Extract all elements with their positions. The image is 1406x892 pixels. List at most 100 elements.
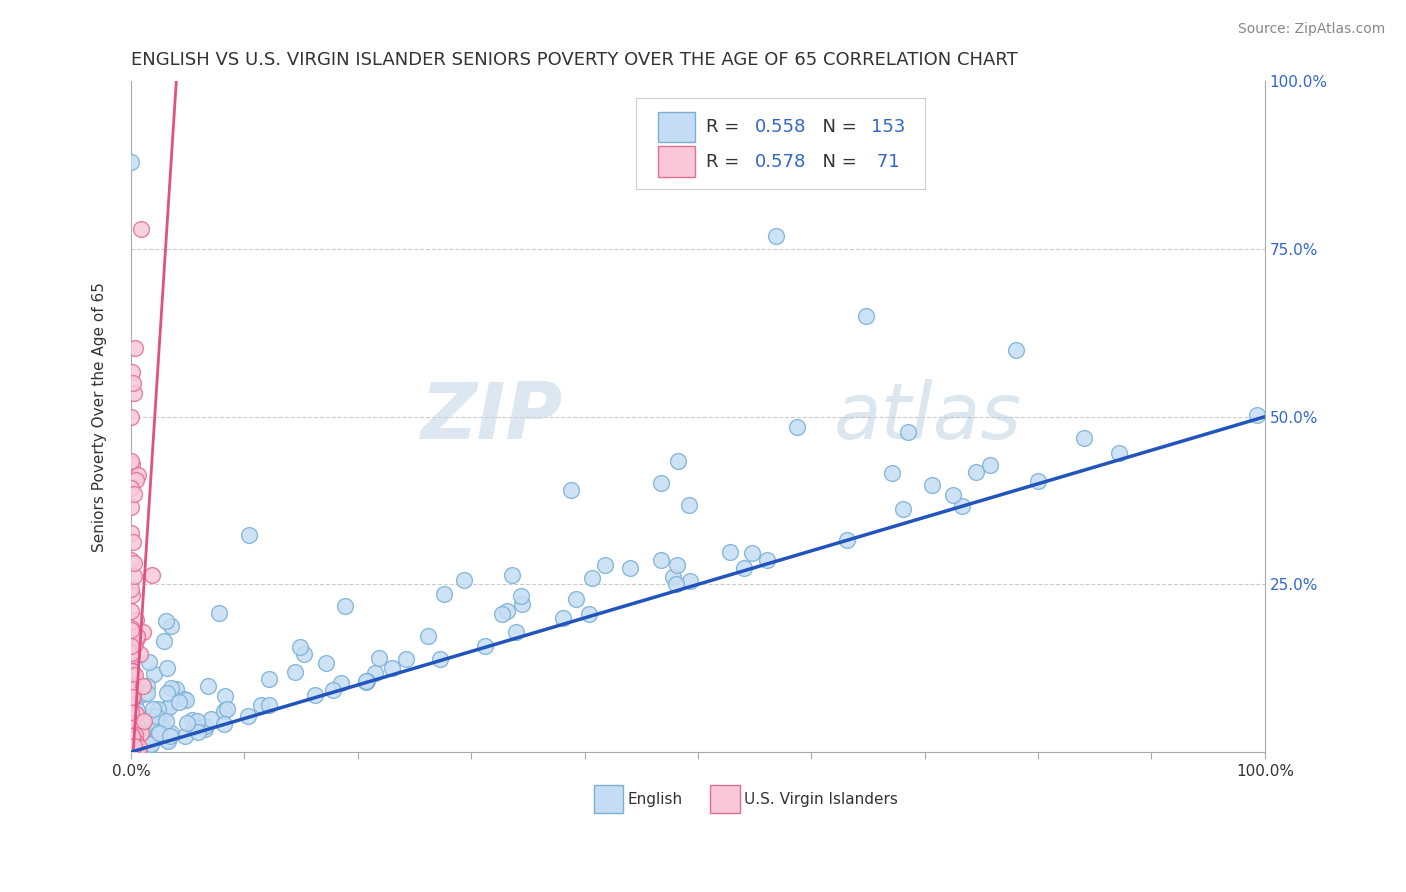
Point	[250, 698, 273, 713]
Point	[132, 679, 155, 693]
Point	[891, 501, 914, 516]
Point	[142, 702, 165, 716]
Point	[120, 744, 142, 758]
Point	[122, 739, 145, 754]
Point	[128, 741, 150, 756]
Point	[136, 740, 159, 755]
Point	[167, 695, 190, 709]
Point	[186, 714, 208, 728]
Point	[650, 476, 672, 491]
Point	[138, 723, 160, 738]
Point	[259, 672, 281, 686]
Point	[153, 702, 176, 716]
Point	[120, 735, 142, 749]
Point	[125, 631, 148, 645]
Point	[124, 341, 146, 355]
Point	[124, 733, 146, 747]
Point	[120, 676, 142, 690]
Point	[122, 569, 145, 583]
Point	[146, 727, 169, 741]
Point	[121, 732, 143, 747]
Point	[138, 739, 160, 753]
Point	[120, 604, 142, 618]
Point	[121, 690, 143, 705]
Point	[155, 615, 177, 629]
Point	[121, 716, 143, 731]
Point	[950, 500, 973, 514]
Point	[835, 533, 858, 547]
Point	[132, 687, 155, 701]
Point	[786, 420, 808, 434]
Point	[174, 729, 197, 743]
Point	[124, 734, 146, 748]
Point	[429, 651, 451, 665]
Point	[120, 688, 142, 702]
Point	[160, 681, 183, 695]
Point	[120, 686, 142, 700]
Point	[496, 605, 519, 619]
Point	[141, 737, 163, 751]
Point	[120, 687, 142, 701]
Point	[129, 725, 152, 739]
Point	[122, 681, 145, 696]
FancyBboxPatch shape	[658, 112, 695, 143]
Point	[156, 686, 179, 700]
Point	[433, 587, 456, 601]
Point	[551, 610, 574, 624]
Point	[120, 711, 142, 725]
Point	[121, 588, 143, 602]
Point	[665, 576, 688, 591]
Point	[329, 676, 352, 690]
Point	[322, 683, 344, 698]
Point	[356, 675, 378, 690]
Point	[138, 656, 160, 670]
Point	[1073, 431, 1095, 445]
Point	[756, 553, 779, 567]
Point	[127, 468, 149, 483]
Point	[356, 674, 378, 689]
Point	[214, 689, 236, 703]
Point	[125, 706, 148, 721]
Text: U.S. Virgin Islanders: U.S. Virgin Islanders	[744, 791, 898, 806]
Point	[897, 425, 920, 439]
Point	[132, 625, 155, 640]
Point	[124, 695, 146, 709]
Point	[187, 724, 209, 739]
Point	[381, 661, 404, 675]
Point	[679, 574, 702, 588]
FancyBboxPatch shape	[710, 785, 740, 814]
Point	[127, 745, 149, 759]
Point	[662, 570, 685, 584]
Point	[129, 738, 152, 752]
Point	[194, 722, 217, 736]
Point	[121, 729, 143, 743]
Point	[666, 558, 689, 573]
Point	[124, 727, 146, 741]
Point	[120, 745, 142, 759]
Point	[501, 568, 523, 582]
Point	[157, 734, 180, 748]
Point	[1005, 343, 1028, 357]
Point	[942, 488, 965, 502]
Point	[510, 589, 533, 603]
FancyBboxPatch shape	[636, 98, 925, 189]
Point	[619, 561, 641, 575]
Point	[921, 477, 943, 491]
Point	[146, 718, 169, 732]
Point	[132, 714, 155, 728]
Point	[581, 571, 603, 585]
Point	[120, 646, 142, 660]
Point	[212, 704, 235, 718]
Point	[194, 719, 217, 733]
Point	[122, 376, 145, 390]
Point	[238, 709, 260, 723]
Point	[965, 465, 987, 479]
Point	[678, 498, 700, 512]
Point	[120, 553, 142, 567]
Point	[1026, 474, 1049, 488]
Point	[979, 458, 1001, 473]
Point	[128, 740, 150, 755]
Point	[125, 703, 148, 717]
Point	[124, 736, 146, 750]
Point	[174, 693, 197, 707]
